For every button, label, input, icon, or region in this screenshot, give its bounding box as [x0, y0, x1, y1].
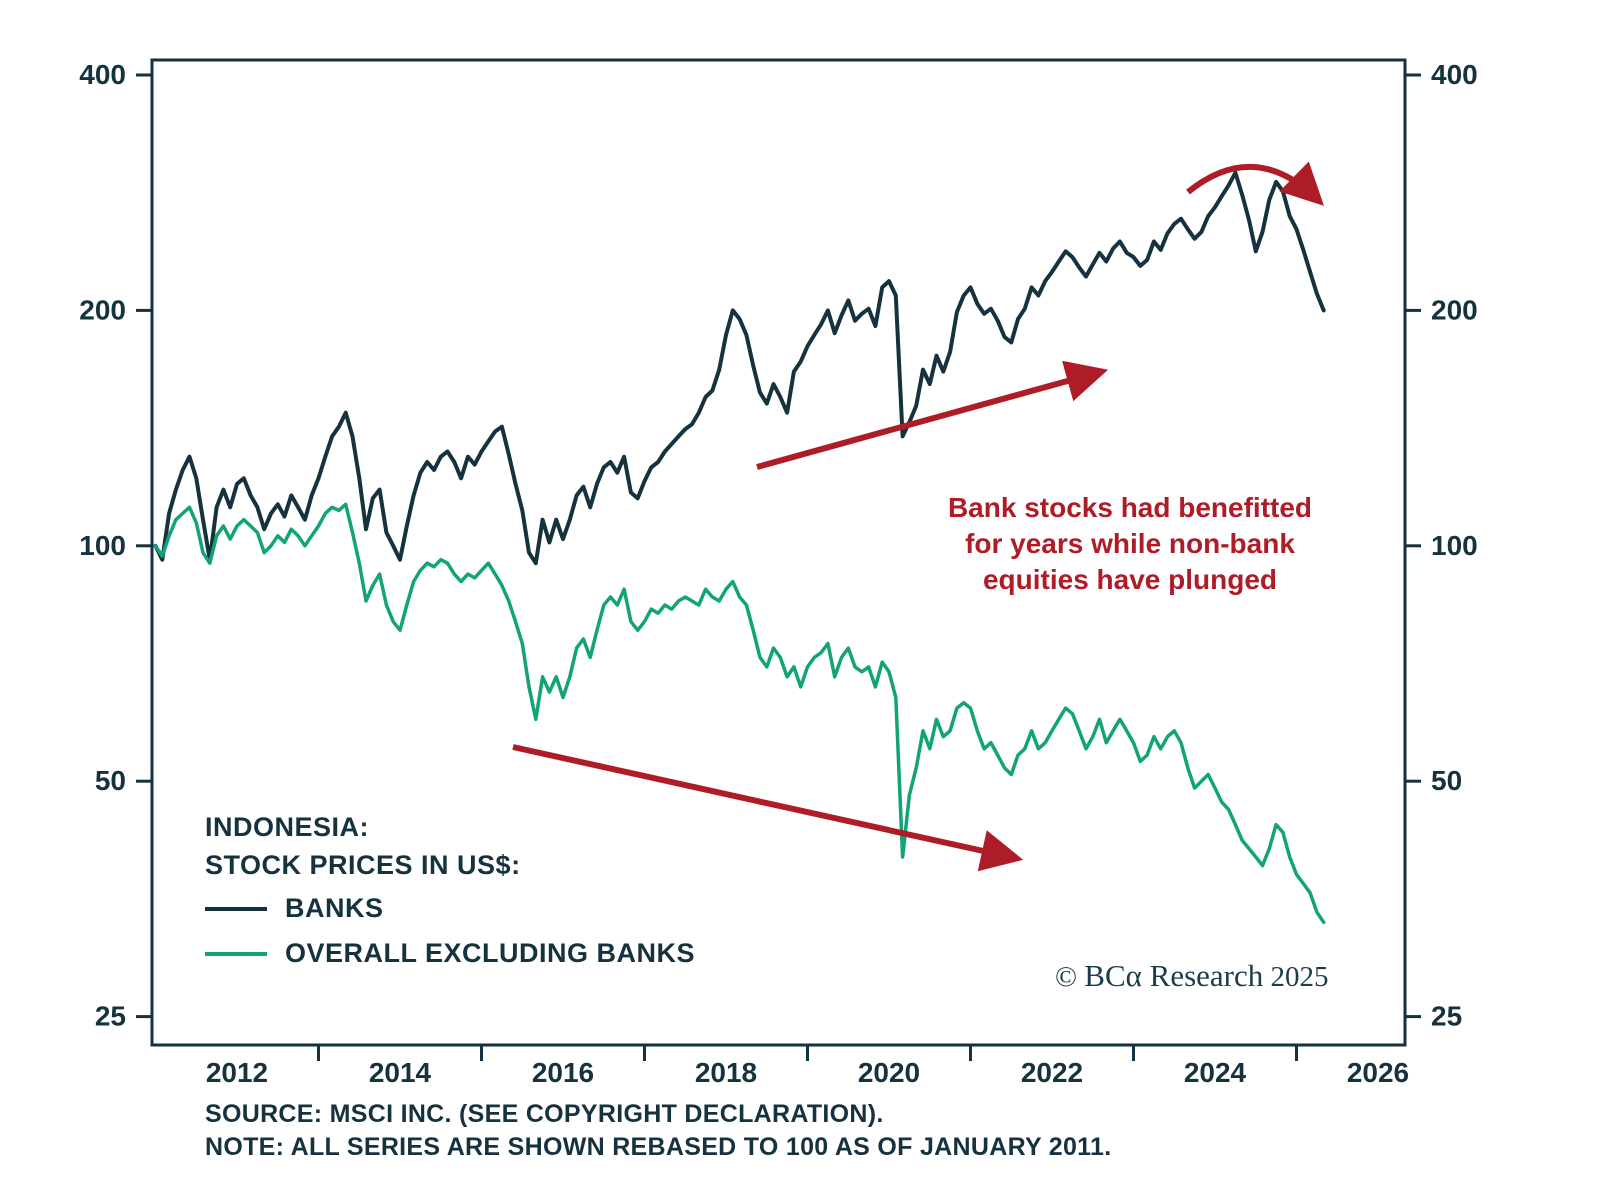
x-axis-label: 2020 — [858, 1057, 920, 1088]
x-axis-label: 2016 — [532, 1057, 594, 1088]
source-line: SOURCE: MSCI INC. (SEE COPYRIGHT DECLARA… — [205, 1100, 884, 1128]
y-axis-label-right: 50 — [1431, 765, 1462, 796]
x-axis-label: 2012 — [206, 1057, 268, 1088]
copyright-symbol: © — [1055, 961, 1078, 993]
x-axis-label: 2024 — [1184, 1057, 1247, 1088]
legend-label-overall-ex-banks: OVERALL EXCLUDING BANKS — [285, 938, 696, 968]
arrow-rollover-curve — [1186, 161, 1324, 206]
arrow-banks-up — [756, 360, 1109, 470]
y-axis-label-left: 25 — [95, 1001, 126, 1032]
annotation-text: Bank stocks had benefitted for years whi… — [920, 490, 1340, 598]
overall-ex-banks-line-swatch — [205, 951, 267, 956]
series-line-banks — [153, 170, 1326, 566]
legend-label-banks: BANKS — [285, 893, 384, 923]
banks-line-swatch — [205, 906, 267, 911]
y-axis-label-right: 400 — [1431, 59, 1478, 90]
annotation-line-3: equities have plunged — [982, 564, 1278, 595]
copyright-year: 2025 — [1270, 961, 1329, 993]
y-axis-label-right: 200 — [1431, 294, 1478, 325]
y-axis-label-right: 100 — [1431, 530, 1478, 561]
annotation-line-1: Bank stocks had benefitted — [947, 492, 1313, 523]
legend-item-banks: BANKS — [205, 893, 384, 924]
plot-frame — [150, 58, 1407, 1047]
arrow-nonbanks-down — [512, 744, 1024, 872]
y-axis-label-left: 400 — [79, 59, 126, 90]
x-axis-label: 2014 — [369, 1057, 432, 1088]
footnotes: SOURCE: MSCI INC. (SEE COPYRIGHT DECLARA… — [205, 1098, 1111, 1164]
legend-title-country: INDONESIA: — [205, 812, 370, 842]
x-axis-label: 2026 — [1347, 1057, 1409, 1088]
legend-title-subject: STOCK PRICES IN US$: — [205, 850, 521, 880]
brand-name: BCα Research — [1084, 958, 1264, 993]
annotation-line-2: for years while non-bank — [965, 528, 1295, 559]
y-axis-label-left: 200 — [79, 294, 126, 325]
y-axis-label-left: 50 — [95, 765, 126, 796]
copyright-notice: © BCα Research 2025 — [1055, 958, 1329, 994]
y-axis-label-right: 25 — [1431, 1001, 1462, 1032]
note-line: NOTE: ALL SERIES ARE SHOWN REBASED TO 10… — [205, 1133, 1112, 1161]
legend-item-overall-ex-banks: OVERALL EXCLUDING BANKS — [205, 938, 695, 969]
x-axis-label: 2022 — [1021, 1057, 1083, 1088]
series-line-overall-ex-banks — [153, 502, 1326, 925]
y-axis-label-left: 100 — [79, 530, 126, 561]
x-axis-label: 2018 — [695, 1057, 757, 1088]
